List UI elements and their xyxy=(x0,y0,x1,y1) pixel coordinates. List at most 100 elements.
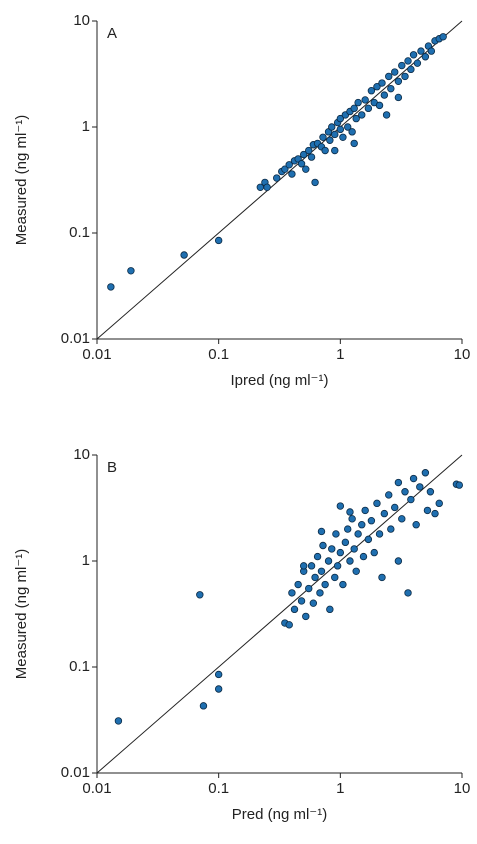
point xyxy=(394,93,403,102)
point xyxy=(288,170,296,178)
point xyxy=(317,527,326,536)
point xyxy=(336,502,345,510)
y-axis-label: Measured (ng ml⁻¹) xyxy=(13,115,30,245)
point xyxy=(416,483,424,491)
point xyxy=(352,567,360,575)
point xyxy=(378,79,386,87)
point xyxy=(364,535,373,544)
point xyxy=(352,114,360,123)
point xyxy=(326,605,334,614)
point xyxy=(339,133,347,141)
point xyxy=(361,96,369,104)
point xyxy=(321,580,329,589)
point xyxy=(321,146,329,155)
x-tick-label: 0.1 xyxy=(208,346,229,363)
point xyxy=(435,499,443,508)
point xyxy=(328,545,336,553)
x-axis-label: Pred (ng ml⁻¹) xyxy=(232,806,327,823)
point xyxy=(305,146,313,155)
point xyxy=(290,605,299,614)
point xyxy=(375,530,384,538)
point xyxy=(404,57,412,65)
panel-label: A xyxy=(107,25,117,42)
point xyxy=(398,61,406,70)
point xyxy=(439,33,447,41)
panel-label: B xyxy=(107,459,117,476)
point xyxy=(297,160,306,168)
y-tick-label: 1 xyxy=(82,552,90,569)
point xyxy=(394,77,403,85)
identity-line xyxy=(96,454,463,774)
x-tick-label: 0.1 xyxy=(208,780,229,797)
point xyxy=(344,525,352,533)
point xyxy=(455,481,463,489)
point xyxy=(367,516,376,525)
x-tick-label: 0.01 xyxy=(82,780,111,797)
point xyxy=(391,68,399,76)
point xyxy=(328,123,336,131)
x-axis-label: Ipred (ng ml⁻¹) xyxy=(231,372,329,389)
point xyxy=(358,111,366,119)
point xyxy=(331,130,339,139)
point xyxy=(387,525,395,533)
y-tick-label: 0.01 xyxy=(61,330,90,347)
point xyxy=(307,562,316,570)
x-tick-label: 1 xyxy=(336,346,344,363)
point xyxy=(401,488,409,496)
point xyxy=(300,150,308,159)
point xyxy=(348,128,356,136)
point xyxy=(421,469,430,477)
point xyxy=(350,545,358,553)
point xyxy=(346,508,354,516)
y-tick-label: 0.1 xyxy=(69,658,90,675)
point xyxy=(214,236,223,245)
point xyxy=(354,98,362,107)
point xyxy=(346,557,354,565)
point xyxy=(354,530,362,538)
y-tick-label: 10 xyxy=(73,446,90,463)
point xyxy=(336,125,345,134)
y-tick-label: 0.1 xyxy=(69,224,90,241)
point xyxy=(385,491,393,499)
y-axis-label: Measured (ng ml⁻¹) xyxy=(13,549,30,679)
point xyxy=(333,562,342,570)
point xyxy=(382,111,391,119)
point xyxy=(344,123,352,131)
point xyxy=(380,509,389,518)
point xyxy=(309,599,318,607)
x-tick-label: 10 xyxy=(454,780,471,797)
point xyxy=(336,114,345,123)
point xyxy=(367,87,376,95)
point xyxy=(348,515,356,523)
point xyxy=(331,146,339,155)
x-tick-label: 0.01 xyxy=(82,346,111,363)
point xyxy=(370,548,378,557)
point xyxy=(407,495,415,504)
point xyxy=(302,165,310,173)
point xyxy=(409,51,418,59)
point xyxy=(114,717,123,725)
point xyxy=(294,580,302,589)
point xyxy=(307,153,316,161)
point xyxy=(311,178,319,187)
x-tick-label: 1 xyxy=(336,780,344,797)
point xyxy=(341,538,350,547)
point xyxy=(401,72,409,81)
point xyxy=(385,72,393,81)
point xyxy=(313,552,322,561)
point xyxy=(375,101,384,110)
point xyxy=(214,685,223,693)
point xyxy=(391,503,399,512)
point xyxy=(273,174,281,182)
point xyxy=(331,573,339,582)
point xyxy=(196,591,204,599)
point xyxy=(332,530,340,538)
point xyxy=(311,573,319,582)
point xyxy=(180,251,188,259)
point xyxy=(281,165,289,173)
point xyxy=(326,136,334,144)
point xyxy=(364,104,373,113)
point xyxy=(394,478,403,487)
